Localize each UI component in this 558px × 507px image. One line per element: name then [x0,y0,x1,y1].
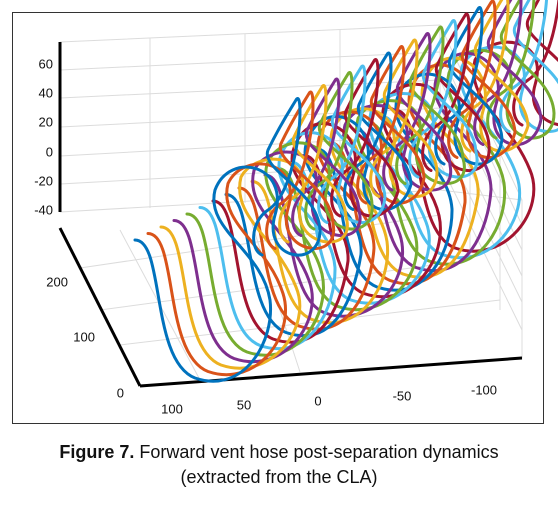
plot-3d: 60 40 20 0 -20 -40 200 100 0 100 50 0 -5… [34,0,558,416]
figure-frame [12,12,544,424]
z-tick-label: 0 [46,144,53,159]
y-axis [58,227,142,387]
z-tick-label: -20 [34,173,53,188]
z-tick-labels: 60 40 20 0 -20 -40 [34,56,53,217]
z-tick-label: -40 [34,202,53,217]
x-tick-label: -50 [393,388,412,403]
curves [133,0,558,383]
y-tick-labels: 200 100 0 [46,274,124,400]
x-tick-label: 50 [237,397,251,412]
x-tick-label: 100 [161,401,183,416]
z-tick-label: 60 [39,56,53,71]
z-tick-label: 40 [39,85,53,100]
z-tick-label: 20 [39,114,53,129]
caption-text: Forward vent hose post-separation dynami… [139,442,499,487]
caption: Figure 7. Forward vent hose post-separat… [59,440,499,490]
trajectory-curve [133,97,322,383]
y-tick-label: 0 [117,385,124,400]
y-tick-label: 200 [46,274,68,289]
caption-label: Figure 7. [59,442,135,462]
x-tick-labels: 100 50 0 -50 -100 [161,382,497,416]
x-tick-label: 0 [314,393,321,408]
x-tick-label: -100 [471,382,497,397]
y-tick-label: 100 [73,329,95,344]
